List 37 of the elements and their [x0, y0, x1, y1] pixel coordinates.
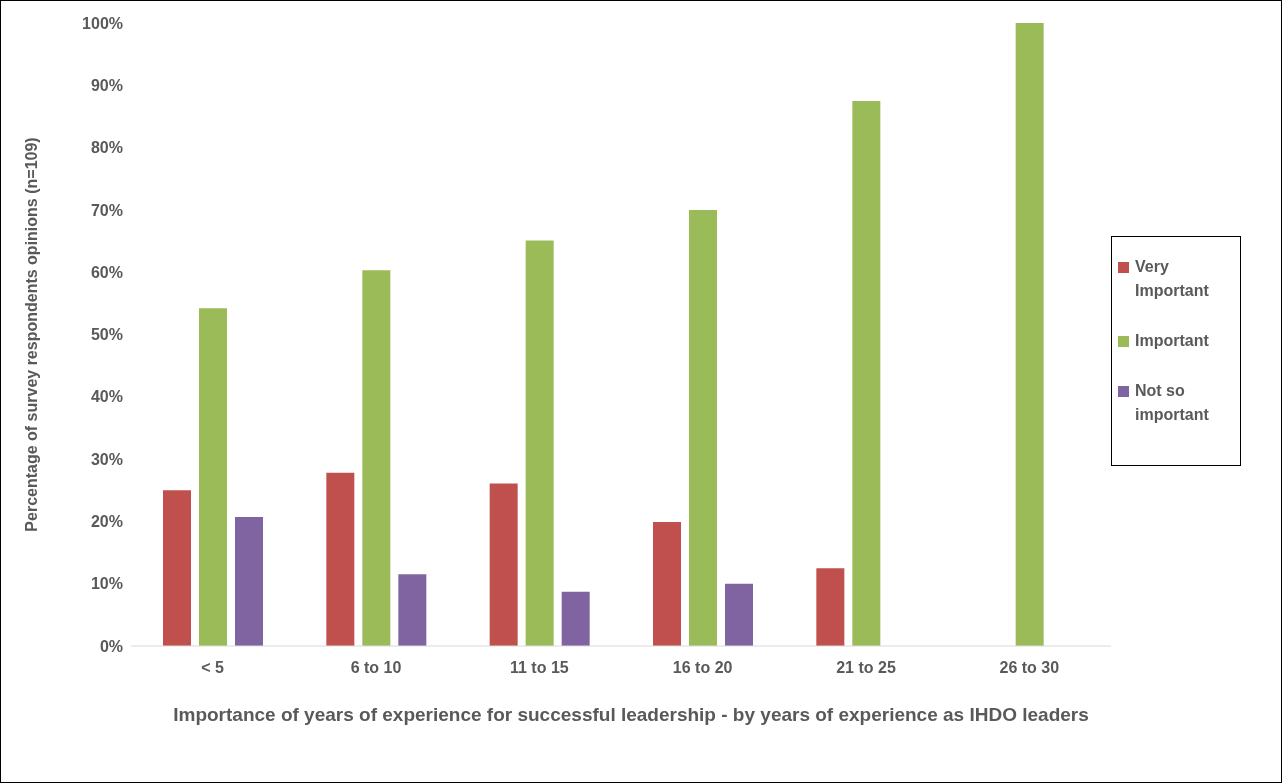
bar	[689, 209, 717, 646]
bar	[1015, 23, 1044, 646]
bar	[525, 240, 554, 646]
y-tick-label: 0%	[99, 637, 123, 655]
y-tick-label: 90%	[90, 76, 123, 94]
y-tick-label: 10%	[90, 575, 123, 593]
y-tick-label: 20%	[90, 513, 123, 531]
x-tick-label: < 5	[201, 659, 225, 677]
y-tick-label: 100%	[82, 14, 123, 32]
y-tick-label: 30%	[90, 450, 123, 468]
y-tick-label: 60%	[90, 263, 123, 281]
bar	[816, 568, 845, 646]
legend-label: Important	[1135, 331, 1209, 351]
bar	[561, 591, 590, 646]
bar	[489, 483, 518, 646]
bar	[326, 472, 355, 646]
bar	[852, 100, 881, 646]
y-tick-label: 70%	[90, 201, 123, 219]
y-axis-title: Percentage of survey respondents opinions (n=109)	[22, 137, 40, 532]
x-tick-label: 6 to 10	[350, 659, 402, 677]
x-tick-label: 26 to 30	[999, 659, 1060, 677]
bar	[398, 574, 427, 646]
bar	[725, 583, 753, 646]
legend-label: Not so important	[1135, 381, 1210, 425]
legend-label: Very Important	[1135, 257, 1210, 301]
bar	[163, 490, 191, 646]
bar	[199, 308, 227, 646]
bar	[362, 270, 391, 646]
x-tick-label: 16 to 20	[672, 659, 733, 677]
bar	[653, 522, 681, 646]
x-tick-label: 11 to 15	[509, 659, 569, 677]
x-axis-title: Importance of years of experience for successful leadership - by years of experience as IHDO leaders	[172, 703, 1090, 727]
y-tick-label: 40%	[90, 388, 123, 406]
y-tick-label: 80%	[90, 139, 123, 157]
y-tick-label: 50%	[90, 326, 123, 344]
x-tick-label: 21 to 25	[836, 659, 896, 677]
bar	[235, 517, 263, 646]
